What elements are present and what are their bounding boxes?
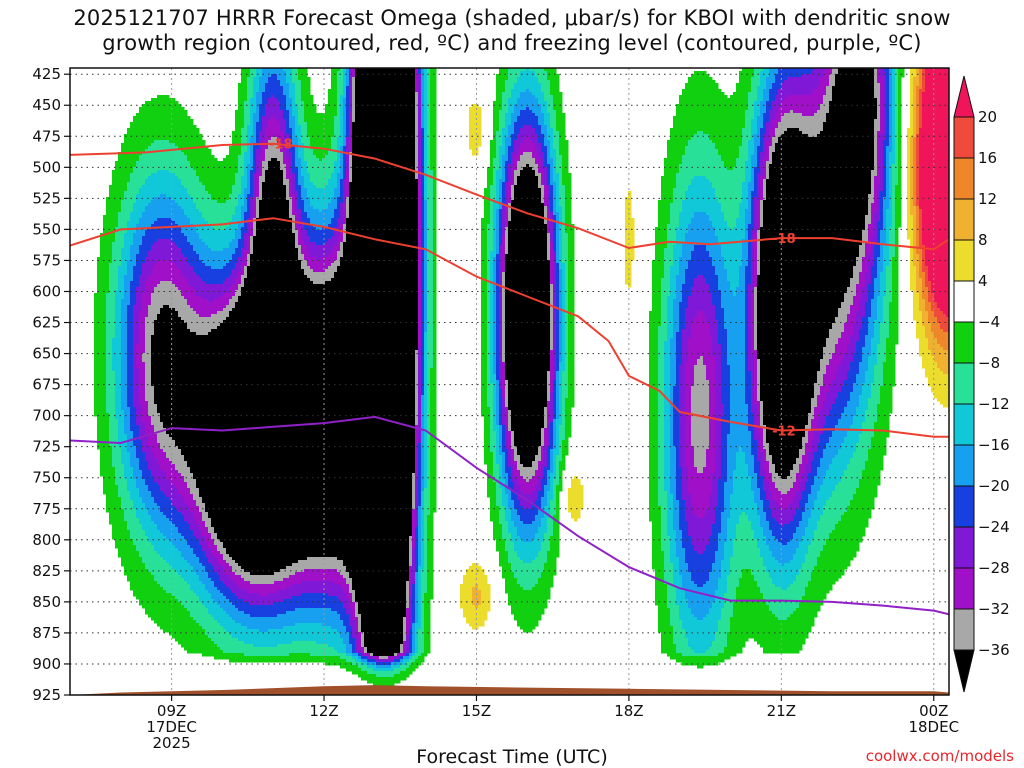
x-tick-label: 15Z xyxy=(462,702,491,720)
y-tick-label: 500 xyxy=(32,158,61,176)
colorbar-swatch xyxy=(953,403,975,446)
plot-area: -18 -18 -12 xyxy=(70,68,949,695)
colorbar-label: −32 xyxy=(978,600,1010,618)
colorbar-label: −28 xyxy=(978,559,1010,577)
contour-line xyxy=(70,217,949,438)
colorbar-top-arrow xyxy=(953,75,975,118)
colorbar-label: −36 xyxy=(978,641,1010,659)
y-tick-label: 625 xyxy=(32,314,61,332)
x-tick-label: 12Z xyxy=(309,702,338,720)
plot-frame xyxy=(69,67,950,696)
colorbar-swatch xyxy=(953,567,975,610)
colorbar-swatch xyxy=(953,362,975,405)
y-tick-label: 825 xyxy=(32,562,61,580)
y-tick-label: 800 xyxy=(32,531,61,549)
colorbar-bottom-arrow xyxy=(953,649,975,693)
y-tick-label: 575 xyxy=(32,251,61,269)
colorbar-label: −24 xyxy=(978,518,1010,536)
colorbar-swatch xyxy=(953,157,975,200)
y-tick-label: 425 xyxy=(32,65,61,83)
y-tick-label: 675 xyxy=(32,376,61,394)
colorbar-swatch xyxy=(953,116,975,159)
colorbar-label: −12 xyxy=(978,395,1010,413)
y-tick-label: 600 xyxy=(32,282,61,300)
y-tick-label: 775 xyxy=(32,500,61,518)
y-tick-label: 875 xyxy=(32,624,61,642)
terrain-fill xyxy=(70,685,949,695)
terrain-surface xyxy=(70,685,949,695)
y-tick-label: 925 xyxy=(32,686,61,704)
colorbar: 20 16 12 8 4 −4 −8 −12 −16 −20 −24 −28 −32 −36 xyxy=(953,75,1010,693)
colorbar-swatch xyxy=(953,608,975,651)
x-tick-label: 17DEC xyxy=(146,718,197,736)
y-tick-label: 850 xyxy=(32,593,61,611)
x-tick-label: 2025 xyxy=(153,734,191,752)
colorbar-swatch xyxy=(953,485,975,528)
colorbar-label: −8 xyxy=(978,354,1000,372)
colorbar-swatch xyxy=(953,444,975,487)
y-tick-label: 525 xyxy=(32,189,61,207)
colorbar-label: 16 xyxy=(978,149,997,167)
chart-title-line-1: 2025121707 HRRR Forecast Omega (shaded, … xyxy=(73,6,951,30)
colorbar-swatch xyxy=(953,321,975,364)
temperature-contours: -18 -18 -12 xyxy=(70,138,949,616)
x-tick-label: 00Z xyxy=(919,702,948,720)
contour-label: -18 xyxy=(269,138,293,153)
omega-shading xyxy=(94,68,949,687)
contour-label: -12 xyxy=(772,425,796,440)
contour-line xyxy=(70,415,949,616)
y-tick-label: 750 xyxy=(32,469,61,487)
x-tick-label: 18Z xyxy=(614,702,643,720)
colorbar-label: −16 xyxy=(978,436,1010,454)
colorbar-label: 4 xyxy=(978,272,988,290)
credit-text: coolwx.com/models xyxy=(865,747,1014,765)
x-axis-title: Forecast Time (UTC) xyxy=(416,746,608,768)
colorbar-swatch xyxy=(953,198,975,241)
colorbar-swatch xyxy=(953,526,975,569)
x-tick-label: 18DEC xyxy=(908,718,959,736)
colorbar-swatch xyxy=(953,280,975,323)
colorbar-label: 20 xyxy=(978,108,997,126)
chart-title-line-2: growth region (contoured, red, ºC) and f… xyxy=(102,31,922,55)
colorbar-label: −4 xyxy=(978,313,1000,331)
y-tick-label: 650 xyxy=(32,345,61,363)
y-axis: 425 450 475 500 525 550 575 600 625 650 675 700 725 7… xyxy=(32,65,70,704)
contour-label: -18 xyxy=(772,232,796,247)
y-tick-label: 475 xyxy=(32,127,61,145)
x-tick-label: 21Z xyxy=(767,702,796,720)
y-tick-label: 725 xyxy=(32,438,61,456)
colorbar-swatch xyxy=(953,239,975,282)
y-tick-label: 900 xyxy=(32,655,61,673)
y-tick-label: 450 xyxy=(32,96,61,114)
contour-line xyxy=(70,142,949,251)
y-tick-label: 700 xyxy=(32,407,61,425)
colorbar-label: −20 xyxy=(978,477,1010,495)
colorbar-label: 8 xyxy=(978,231,988,249)
colorbar-label: 12 xyxy=(978,190,997,208)
x-tick-label: 09Z xyxy=(157,702,186,720)
y-tick-label: 550 xyxy=(32,220,61,238)
